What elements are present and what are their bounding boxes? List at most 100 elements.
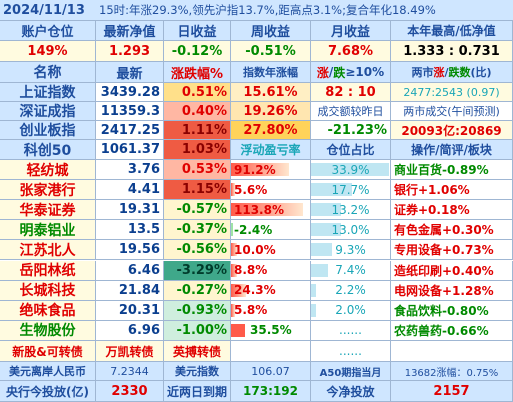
holding-sector[interactable]: 造纸印刷+0.40% — [391, 260, 513, 281]
index-row-sh: 上证指数 3439.28 0.51% 15.61% 82 : 10 2477:2… — [0, 83, 513, 102]
holding-sector[interactable]: 食品饮料-0.80% — [391, 300, 513, 321]
holding-change: -0.57% — [164, 200, 231, 221]
header-year-change: 指数年涨幅 — [231, 62, 311, 83]
header-hilo: 本年最高/低净值 — [391, 21, 513, 41]
header-count: 两市涨 / 跌数 (比) — [391, 62, 513, 83]
holding-change: 0.53% — [164, 160, 231, 181]
ratio-sep: / — [328, 65, 334, 79]
holding-row[interactable]: 张家港行 4.41 1.15% 5.6% 17.7% 银行+1.06% — [0, 180, 513, 201]
footer-row-1: 美元离岸人民币 7.2344 美元指数 106.07 A50期指当月 13682… — [0, 362, 513, 381]
holding-name[interactable]: 明泰铝业 — [0, 220, 96, 241]
new-shares-weight: ...... — [311, 341, 391, 362]
index-row-sz: 深证成指 11359.3 0.40% 19.26% 成交额较昨日 两市成交(午间… — [0, 102, 513, 121]
holding-sector[interactable]: 电网设备+1.28% — [391, 280, 513, 301]
count-pre: 两市 — [411, 66, 434, 79]
holding-name[interactable]: 长城科技 — [0, 280, 96, 301]
expire-value: 173:192 — [231, 381, 311, 402]
pnl-value: 91.2% — [234, 162, 276, 177]
holding-sector[interactable]: 商业百货-0.89% — [391, 160, 513, 181]
holding-row[interactable]: 岳阳林纸 6.46 -3.29% 8.8% 7.4% 造纸印刷+0.40% — [0, 260, 513, 281]
holding-weight: 9.3% — [311, 240, 391, 261]
title-bar: 2024/11/13 15时:年涨29.3%,领先沪指13.7%,距高点3.1%… — [0, 0, 513, 21]
turnover-label: 两市成交(午间预测) — [391, 102, 513, 121]
holding-name[interactable]: 张家港行 — [0, 180, 96, 201]
market-count: 2477:2543 (0.97) — [391, 83, 513, 102]
index-year-change: 27.80% — [231, 121, 311, 140]
header-weight: 仓位占比 — [311, 140, 391, 160]
index-change: 0.51% — [164, 83, 231, 102]
weight-value: 17.7% — [331, 182, 370, 197]
holding-name[interactable]: 岳阳林纸 — [0, 260, 96, 281]
holding-price: 6.96 — [96, 320, 164, 341]
index-change: 0.40% — [164, 102, 231, 121]
weight-value: 33.9% — [331, 162, 370, 177]
holding-row[interactable]: 轻纺城 3.76 0.53% 91.2% 33.9% 商业百货-0.89% — [0, 160, 513, 181]
count-up-label: 涨 — [433, 66, 445, 79]
header-month: 月收益 — [311, 21, 391, 41]
pnl-value: -2.4% — [234, 222, 273, 237]
bond-item-1[interactable]: 万凯转债 — [96, 341, 164, 362]
holding-change: -0.56% — [164, 240, 231, 261]
holding-row[interactable]: 生物股份 6.96 -1.00% 35.5%...... 农药兽药-0.66% — [0, 320, 513, 341]
holding-change: -0.27% — [164, 280, 231, 301]
pnl-value: 5.8% — [234, 303, 268, 318]
holding-pnl: 5.6% — [231, 180, 311, 201]
holding-weight: 13.0% — [311, 220, 391, 241]
holding-sector[interactable]: 农药兽药-0.66% — [391, 320, 513, 341]
count-sep: / — [444, 65, 449, 79]
holding-price: 6.46 — [96, 260, 164, 281]
bond-item-2[interactable]: 英搏转债 — [164, 341, 231, 362]
holding-name[interactable]: 生物股份 — [0, 320, 96, 341]
report-date: 2024/11/13 — [3, 2, 85, 18]
holding-change: 1.15% — [164, 180, 231, 201]
weight-bar — [311, 303, 316, 317]
header-nav: 最新净值 — [96, 21, 164, 41]
holding-name[interactable]: 华泰证券 — [0, 200, 96, 221]
holding-weight: 7.4% — [311, 260, 391, 281]
weight-bar — [311, 183, 352, 197]
holding-sector[interactable]: 证券+0.18% — [391, 200, 513, 221]
weight-value: ...... — [339, 323, 362, 338]
count-down-label: 跌数 — [448, 66, 471, 79]
index-row-kc50: 科创50 1061.37 1.03% 浮动盈亏率 仓位占比 操作/简评/板块 — [0, 140, 513, 160]
holding-price: 19.56 — [96, 240, 164, 261]
pnl-bar — [231, 323, 245, 337]
holding-name[interactable]: 江苏北人 — [0, 240, 96, 261]
holding-row[interactable]: 绝味食品 20.31 -0.93% 5.8% 2.0% 食品饮料-0.80% — [0, 300, 513, 321]
weight-value: 13.0% — [331, 222, 370, 237]
holding-row[interactable]: 明泰铝业 13.5 -0.37% -2.4% 13.0% 有色金属+0.30% — [0, 220, 513, 241]
account-header-row: 账户仓位 最新净值 日收益 周收益 月收益 本年最高/低净值 — [0, 21, 513, 41]
footer-row-2: 央行今投放(亿) 2330 近两日到期 173:192 今净投放 2157 — [0, 381, 513, 402]
month-return: 7.68% — [311, 41, 391, 62]
index-year-change: 15.61% — [231, 83, 311, 102]
holding-price: 4.41 — [96, 180, 164, 201]
holding-sector[interactable]: 专用设备+0.73% — [391, 240, 513, 261]
new-shares-row: 新股&可转债 万凯转债 英搏转债 ...... — [0, 341, 513, 362]
header-pnl: 浮动盈亏率 — [231, 140, 311, 160]
holding-row[interactable]: 华泰证券 19.31 -0.57% 113.8% 13.2% 证券+0.18% — [0, 200, 513, 221]
header-latest: 最新 — [96, 62, 164, 83]
fx-label: 美元离岸人民币 — [0, 362, 96, 381]
holding-row[interactable]: 长城科技 21.84 -0.27% 24.3% 2.2% 电网设备+1.28% — [0, 280, 513, 301]
holding-price: 20.31 — [96, 300, 164, 321]
pnl-bar — [231, 163, 289, 177]
nav-value: 1.293 — [96, 41, 164, 62]
holding-sector[interactable]: 银行+1.06% — [391, 180, 513, 201]
holding-name[interactable]: 轻纺城 — [0, 160, 96, 181]
new-shares-ops — [391, 341, 513, 362]
holding-sector[interactable]: 有色金属+0.30% — [391, 220, 513, 241]
holding-price: 13.5 — [96, 220, 164, 241]
holding-pnl: 8.8% — [231, 260, 311, 281]
pnl-bar — [231, 223, 233, 237]
new-shares-pnl — [231, 341, 311, 362]
index-name: 深证成指 — [0, 102, 96, 121]
index-header-row: 名称 最新 涨跌幅% 指数年涨幅 涨 / 跌 ≥10% 两市涨 / 跌数 (比) — [0, 62, 513, 83]
weight-value: 13.2% — [331, 202, 370, 217]
turnover-value: 20093亿:20869 — [391, 121, 513, 140]
weight-value: 9.3% — [335, 242, 366, 257]
pnl-value: 10.0% — [234, 242, 276, 257]
index-name: 科创50 — [0, 140, 96, 160]
account-value-row: 149% 1.293 -0.12% -0.51% 7.68% 1.333 : 0… — [0, 41, 513, 62]
holding-row[interactable]: 江苏北人 19.56 -0.56% 10.0% 9.3% 专用设备+0.73% — [0, 240, 513, 261]
holding-name[interactable]: 绝味食品 — [0, 300, 96, 321]
